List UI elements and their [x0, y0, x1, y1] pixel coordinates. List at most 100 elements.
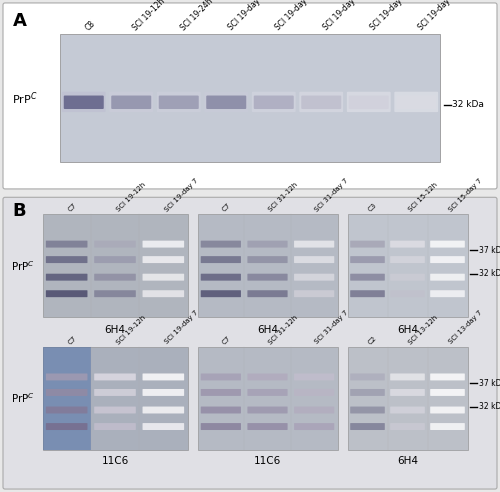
Text: SCI 31-day 7: SCI 31-day 7 — [314, 310, 350, 345]
FancyBboxPatch shape — [350, 241, 385, 247]
Text: C7: C7 — [66, 335, 78, 345]
FancyBboxPatch shape — [157, 92, 200, 112]
FancyBboxPatch shape — [142, 256, 184, 263]
FancyBboxPatch shape — [3, 3, 497, 189]
FancyBboxPatch shape — [394, 92, 438, 112]
FancyBboxPatch shape — [349, 95, 389, 109]
FancyBboxPatch shape — [46, 373, 88, 380]
FancyBboxPatch shape — [200, 290, 241, 297]
FancyBboxPatch shape — [46, 290, 88, 297]
FancyBboxPatch shape — [350, 406, 385, 413]
Text: PrP$^C$: PrP$^C$ — [12, 90, 38, 107]
Text: SCI 13-day 7: SCI 13-day 7 — [448, 310, 483, 345]
FancyBboxPatch shape — [3, 197, 497, 489]
Text: C2: C2 — [368, 335, 378, 345]
FancyBboxPatch shape — [252, 92, 296, 112]
Text: 37 kDa: 37 kDa — [478, 378, 500, 388]
FancyBboxPatch shape — [94, 290, 136, 297]
Text: SCI 31-day 7: SCI 31-day 7 — [314, 177, 350, 213]
FancyBboxPatch shape — [350, 373, 385, 380]
FancyBboxPatch shape — [350, 423, 385, 430]
Text: SCI 19-day 7: SCI 19-day 7 — [164, 310, 199, 345]
Text: SCI 19-12h: SCI 19-12h — [115, 314, 146, 345]
FancyBboxPatch shape — [430, 256, 465, 263]
FancyBboxPatch shape — [390, 241, 425, 247]
FancyBboxPatch shape — [94, 373, 136, 380]
FancyBboxPatch shape — [200, 389, 241, 396]
Text: 6H4: 6H4 — [397, 325, 418, 335]
FancyBboxPatch shape — [248, 373, 288, 380]
FancyBboxPatch shape — [62, 92, 106, 112]
Text: SCI 19-day 6: SCI 19-day 6 — [416, 0, 457, 32]
FancyBboxPatch shape — [142, 406, 184, 413]
FancyBboxPatch shape — [248, 241, 288, 247]
Text: C3: C3 — [368, 202, 378, 213]
FancyBboxPatch shape — [94, 241, 136, 247]
FancyBboxPatch shape — [390, 406, 425, 413]
FancyBboxPatch shape — [390, 256, 425, 263]
FancyBboxPatch shape — [142, 274, 184, 280]
FancyBboxPatch shape — [390, 389, 425, 396]
Text: 6H4: 6H4 — [257, 325, 278, 335]
FancyBboxPatch shape — [390, 423, 425, 430]
FancyBboxPatch shape — [430, 241, 465, 247]
Text: A: A — [12, 12, 26, 31]
Text: SCI 13-12h: SCI 13-12h — [408, 314, 439, 345]
FancyBboxPatch shape — [94, 256, 136, 263]
Text: PrP$^C$: PrP$^C$ — [11, 392, 35, 405]
FancyBboxPatch shape — [248, 290, 288, 297]
FancyBboxPatch shape — [159, 95, 199, 109]
Text: SCI 19-day 3: SCI 19-day 3 — [274, 0, 314, 32]
Text: 11C6: 11C6 — [102, 457, 128, 466]
FancyBboxPatch shape — [142, 389, 184, 396]
FancyBboxPatch shape — [430, 373, 465, 380]
FancyBboxPatch shape — [300, 92, 343, 112]
FancyBboxPatch shape — [390, 373, 425, 380]
FancyBboxPatch shape — [200, 241, 241, 247]
FancyBboxPatch shape — [94, 274, 136, 280]
FancyBboxPatch shape — [94, 389, 136, 396]
Text: SCI 19-12h: SCI 19-12h — [115, 181, 146, 213]
FancyBboxPatch shape — [248, 406, 288, 413]
FancyBboxPatch shape — [94, 423, 136, 430]
FancyBboxPatch shape — [294, 373, 335, 380]
FancyBboxPatch shape — [430, 389, 465, 396]
FancyBboxPatch shape — [46, 389, 88, 396]
Text: 32 kDa: 32 kDa — [452, 100, 484, 109]
FancyBboxPatch shape — [350, 389, 385, 396]
FancyBboxPatch shape — [350, 274, 385, 280]
FancyBboxPatch shape — [396, 95, 436, 109]
Text: 11C6: 11C6 — [254, 457, 281, 466]
Text: SCI 19-day 5: SCI 19-day 5 — [369, 0, 410, 32]
FancyBboxPatch shape — [142, 290, 184, 297]
Text: 32 kDa: 32 kDa — [478, 402, 500, 411]
Text: SCI 19-day 4: SCI 19-day 4 — [321, 0, 362, 32]
FancyBboxPatch shape — [94, 406, 136, 413]
FancyBboxPatch shape — [200, 423, 241, 430]
Text: SCI 19-24h: SCI 19-24h — [179, 0, 214, 32]
FancyBboxPatch shape — [248, 389, 288, 396]
FancyBboxPatch shape — [294, 241, 335, 247]
Text: 32 kDa: 32 kDa — [478, 270, 500, 278]
Text: C7: C7 — [221, 335, 232, 345]
FancyBboxPatch shape — [248, 256, 288, 263]
FancyBboxPatch shape — [294, 406, 335, 413]
FancyBboxPatch shape — [248, 274, 288, 280]
Text: SCI 15-12h: SCI 15-12h — [408, 182, 438, 213]
FancyBboxPatch shape — [294, 389, 335, 396]
Bar — [60, 34, 440, 162]
FancyBboxPatch shape — [430, 274, 465, 280]
Text: C7: C7 — [221, 202, 232, 213]
Bar — [42, 347, 91, 450]
FancyBboxPatch shape — [350, 290, 385, 297]
FancyBboxPatch shape — [46, 274, 88, 280]
FancyBboxPatch shape — [142, 423, 184, 430]
Text: SCI 15-day 7: SCI 15-day 7 — [448, 177, 483, 213]
FancyBboxPatch shape — [200, 406, 241, 413]
FancyBboxPatch shape — [294, 423, 335, 430]
Text: 6H4: 6H4 — [397, 457, 418, 466]
FancyBboxPatch shape — [46, 241, 88, 247]
Bar — [42, 214, 188, 317]
FancyBboxPatch shape — [204, 92, 248, 112]
Text: SCI 19-day 7: SCI 19-day 7 — [164, 177, 199, 213]
